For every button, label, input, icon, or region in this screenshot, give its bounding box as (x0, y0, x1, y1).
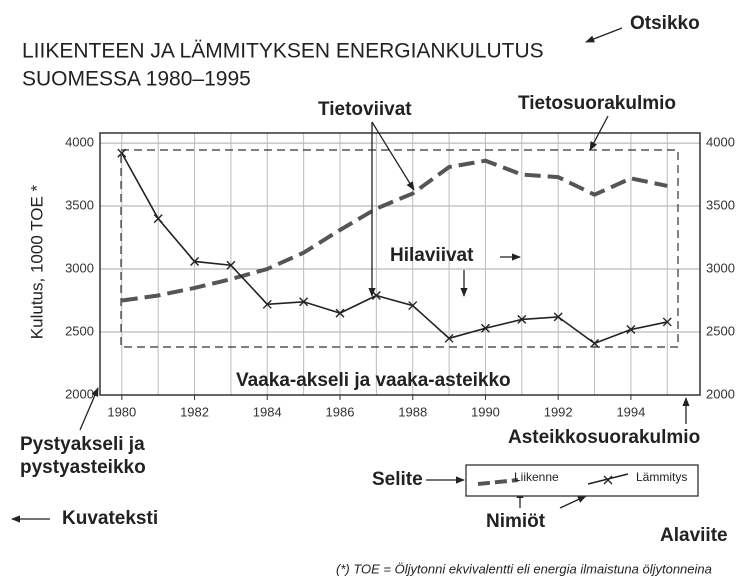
annotation: Alaviite (660, 525, 728, 546)
y-tick-label: 2500 (65, 323, 94, 338)
annotation: Nimiöt (486, 511, 546, 532)
chart-title: SUOMESSA 1980–1995 (22, 68, 251, 91)
annotation: Tietoviivat (318, 99, 412, 120)
arrow (371, 121, 415, 191)
legend-marker (603, 475, 613, 485)
data-rectangle (120, 149, 679, 348)
annotation: Pystyakseli ja (20, 434, 145, 455)
marker (117, 148, 127, 158)
legend-swatch (477, 478, 519, 486)
arrow (585, 27, 623, 43)
y2-tick-label: 2000 (706, 386, 735, 401)
annotation: Kuvateksti (62, 508, 158, 529)
data-line (121, 152, 668, 345)
y-tick-label: 4000 (65, 135, 94, 150)
marker (590, 338, 600, 348)
annotation: Vaaka-akseli ja vaaka-asteikko (236, 370, 511, 391)
x-tick-label: 1982 (180, 404, 209, 419)
data-line (121, 158, 668, 303)
y2-tick-label: 4000 (706, 135, 735, 150)
marker (444, 333, 454, 343)
footnote: (*) TOE = Öljytonni ekvivalentti eli ene… (336, 561, 712, 576)
y-tick-label: 3500 (65, 197, 94, 212)
marker (190, 256, 200, 266)
y2-tick-label: 3000 (706, 260, 735, 275)
marker (480, 323, 490, 333)
marker (262, 299, 272, 309)
arrow (79, 387, 99, 431)
y-axis-label: Kulutus, 1000 TOE * (27, 184, 46, 339)
y2-tick-label: 3500 (706, 197, 735, 212)
marker (553, 312, 563, 322)
x-tick-label: 1994 (616, 404, 645, 419)
marker (299, 297, 309, 307)
y2-tick-label: 2500 (706, 323, 735, 338)
y-tick-label: 3000 (65, 260, 94, 275)
marker (408, 301, 418, 311)
legend-label: Liikenne (514, 470, 559, 484)
annotation: pystyasteikko (20, 457, 146, 478)
annotation: Tietosuorakulmio (518, 93, 676, 114)
x-tick-label: 1984 (253, 404, 282, 419)
marker (226, 260, 236, 270)
arrow (589, 115, 609, 151)
x-tick-label: 1988 (398, 404, 427, 419)
x-tick-label: 1992 (544, 404, 573, 419)
y-tick-label: 2000 (65, 386, 94, 401)
x-tick-label: 1980 (107, 404, 136, 419)
annotation: Otsikko (630, 13, 700, 34)
marker (662, 317, 672, 327)
scale-frame (99, 132, 701, 396)
annotation: Asteikkosuorakulmio (508, 427, 700, 448)
marker (335, 308, 345, 318)
arrow (559, 495, 587, 509)
chart-title: LIIKENTEEN JA LÄMMITYKSEN ENERGIANKULUTU… (22, 40, 544, 63)
legend-swatch (587, 473, 629, 485)
x-tick-label: 1986 (326, 404, 355, 419)
marker (153, 214, 163, 224)
annotation: Hilaviivat (390, 245, 474, 266)
grid (100, 133, 700, 396)
marker (626, 325, 636, 334)
plot (117, 148, 672, 348)
x-tick-label: 1990 (471, 404, 500, 419)
annotation: Selite (372, 469, 423, 490)
marker (517, 314, 527, 324)
legend-label: Lämmitys (636, 470, 687, 484)
legend: Liikenne Lämmitys (477, 470, 687, 486)
